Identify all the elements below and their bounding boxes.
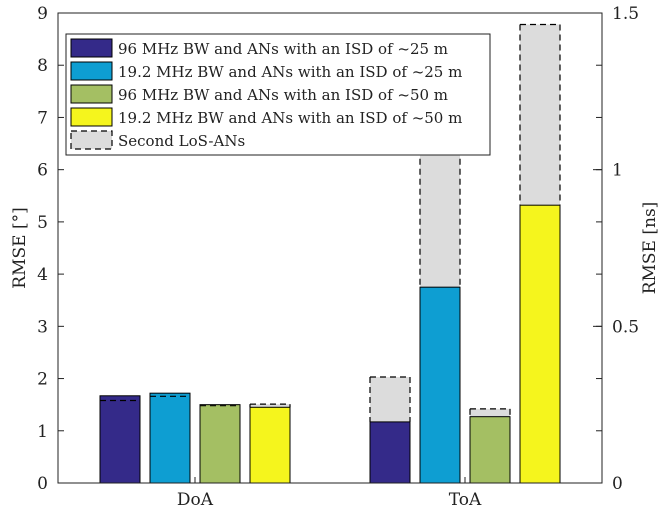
second-los-bar (520, 24, 560, 206)
legend-label: 19.2 MHz BW and ANs with an ISD of ~25 m (118, 63, 462, 81)
y-left-tick-label: 9 (37, 4, 48, 24)
second-los-bar (370, 376, 410, 422)
legend-swatch (70, 107, 113, 127)
y-right-tick-label: 1.5 (612, 4, 639, 24)
legend-label: 19.2 MHz BW and ANs with an ISD of ~50 m (118, 109, 462, 127)
y-right-axis-label: RMSE [ns] (640, 202, 660, 295)
legend-swatch (70, 38, 113, 58)
y-left-tick-label: 1 (37, 422, 48, 442)
second-los-bar (420, 148, 460, 288)
legend-swatch (70, 84, 113, 104)
y-left-tick-label: 3 (37, 317, 48, 337)
data-bar (149, 392, 191, 484)
y-left-tick-label: 0 (37, 474, 48, 494)
data-bar (249, 406, 291, 484)
legend-box (65, 33, 491, 156)
data-bar (519, 204, 561, 484)
legend-label: 96 MHz BW and ANs with an ISD of ~50 m (118, 86, 448, 104)
x-tick-label: DoA (177, 490, 214, 510)
y-left-tick-label: 7 (37, 108, 48, 128)
data-bar (469, 416, 511, 484)
legend-label: 96 MHz BW and ANs with an ISD of ~25 m (118, 40, 448, 58)
data-bar (199, 404, 241, 484)
data-bar (419, 286, 461, 484)
data-bar (99, 395, 141, 484)
y-left-tick-label: 2 (37, 370, 48, 390)
y-left-tick-label: 8 (37, 56, 48, 76)
axes-frame (57, 12, 603, 484)
y-right-tick-label: 0.5 (612, 317, 639, 337)
legend-swatch (70, 61, 113, 81)
axes-group: 0 1 2 3 4 5 6 7 8 9 0 0.5 1 1.5 DoA ToA RMSE [°] RMSE [ns… (10, 4, 660, 510)
second-los-bar (250, 404, 290, 408)
y-left-tick-label: 4 (37, 265, 48, 285)
y-left-tick-label: 5 (37, 213, 48, 233)
bars-group (99, 23, 561, 484)
legend-swatch (70, 130, 113, 150)
x-tick-label: ToA (449, 490, 482, 510)
y-left-axis-label: RMSE [°] (10, 207, 30, 288)
data-bar (369, 421, 411, 484)
second-los-bar (470, 408, 510, 417)
y-left-tick-label: 6 (37, 161, 48, 181)
y-right-tick-label: 1 (612, 161, 623, 181)
legend: 96 MHz BW and ANs with an ISD of ~25 m 19… (65, 33, 491, 156)
y-right-tick-label: 0 (612, 474, 623, 494)
legend-label: Second LoS-ANs (118, 132, 245, 150)
